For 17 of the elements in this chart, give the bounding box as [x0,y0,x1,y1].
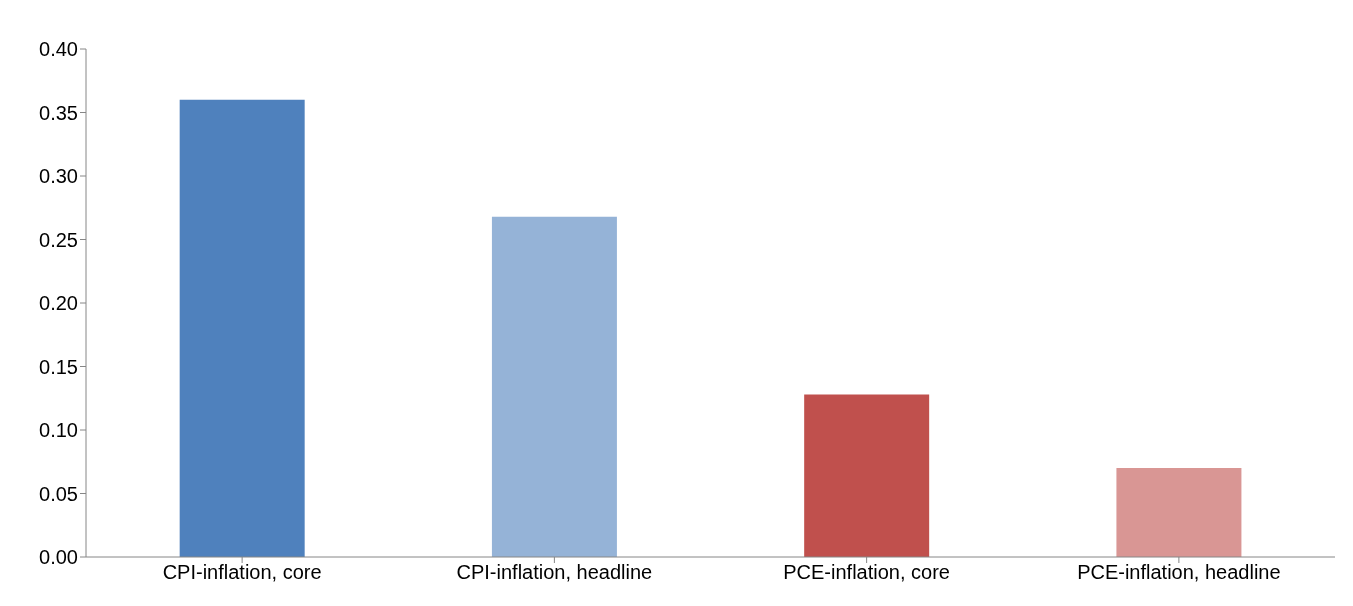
bar [179,99,305,557]
y-tick-label: 0.10 [39,419,78,442]
x-tick-label: PCE-inflation, core [783,561,950,584]
x-tick-label: CPI-inflation, headline [456,561,653,584]
bar [804,394,930,557]
y-tick-label: 0.40 [39,38,78,61]
y-tick-label: 0.15 [39,355,78,378]
bar [1116,468,1242,557]
y-tick-label: 0.35 [39,101,78,124]
y-tick-label: 0.30 [39,165,78,188]
bar [491,216,617,557]
y-tick-label: 0.25 [39,228,78,251]
x-tick-label: CPI-inflation, core [162,561,322,584]
y-tick-label: 0.20 [39,292,78,315]
y-tick-label: 0.05 [39,482,78,505]
x-tick-label: PCE-inflation, headline [1077,561,1281,584]
y-tick-label: 0.00 [39,546,78,569]
